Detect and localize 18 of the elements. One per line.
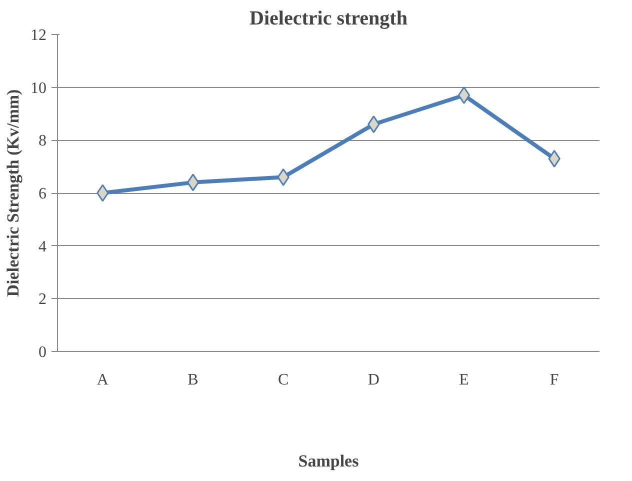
point bbox=[186, 174, 200, 192]
y-tick-label: 0 bbox=[38, 344, 46, 361]
x-axis-title: Samples bbox=[298, 452, 360, 470]
y-tick-label: 8 bbox=[38, 132, 46, 150]
x-tick-label: F bbox=[550, 372, 559, 388]
x-tick-label: E bbox=[459, 372, 469, 388]
y-tick-label: 4 bbox=[38, 238, 46, 256]
y-tick-label: 10 bbox=[30, 80, 46, 97]
chart-title: Dielectric strength bbox=[250, 8, 408, 30]
x-tick-label: C bbox=[278, 372, 289, 388]
x-tick-label: D bbox=[368, 372, 380, 388]
y-tick-label: 12 bbox=[30, 27, 46, 44]
y-tick-label: 6 bbox=[38, 186, 46, 202]
y-tick-label: 2 bbox=[38, 291, 46, 308]
y-axis-title: Dielectric Strength (Kv/mm) bbox=[4, 89, 22, 297]
x-tick-label: A bbox=[96, 372, 109, 388]
x-tick-label: B bbox=[188, 372, 198, 388]
point bbox=[458, 86, 470, 104]
